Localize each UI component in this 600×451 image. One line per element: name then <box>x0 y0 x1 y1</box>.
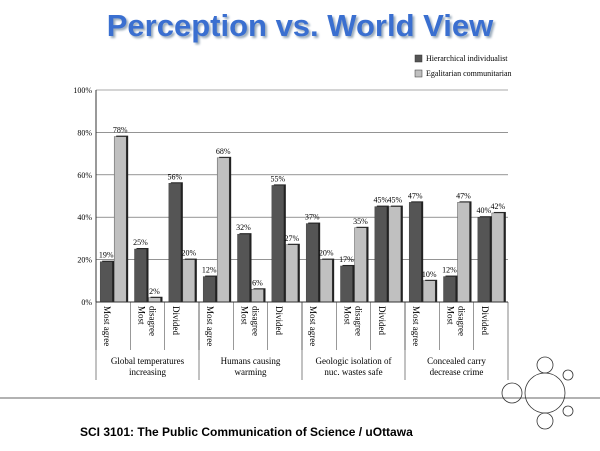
value-label: 40% <box>476 206 491 215</box>
bar <box>182 259 196 303</box>
group-label: Humans causing warming <box>220 356 281 377</box>
legend-swatch <box>414 69 423 78</box>
y-tick-label: 100% <box>73 86 92 95</box>
x-tick-label: Most agree <box>308 306 319 347</box>
y-tick-label: 20% <box>77 256 92 265</box>
value-label: 35% <box>353 217 368 226</box>
value-label: 19% <box>99 251 114 260</box>
bar <box>251 289 264 303</box>
group-label: Geologic isolation of nuc. wastes safe <box>315 356 392 377</box>
value-label: 17% <box>339 255 354 264</box>
x-tick-label: Most agree <box>411 306 422 347</box>
x-tick-label: Most agree <box>102 306 113 347</box>
value-label: 37% <box>305 213 320 222</box>
bar <box>148 297 161 303</box>
value-label: 10% <box>422 270 437 279</box>
x-tick-label: Divided <box>170 306 181 335</box>
y-tick-label: 80% <box>77 128 92 137</box>
value-label: 27% <box>284 234 299 243</box>
bar <box>271 185 285 303</box>
value-label: 47% <box>408 191 423 200</box>
value-label: 42% <box>490 202 505 211</box>
value-label: 45% <box>373 196 388 205</box>
value-label: 20% <box>319 249 334 258</box>
x-tick-label: Most disagree <box>136 306 158 336</box>
bar <box>113 136 127 303</box>
x-tick-label: Divided <box>273 306 284 335</box>
footer: SCI 3101: The Public Communication of Sc… <box>80 425 413 439</box>
chart-title: Perception vs. World View <box>106 8 494 43</box>
value-label: 2% <box>149 287 160 296</box>
value-label: 47% <box>456 191 471 200</box>
bar <box>134 248 147 303</box>
bar <box>477 216 491 303</box>
bar <box>388 206 402 303</box>
value-label: 6% <box>252 278 263 287</box>
value-label: 45% <box>387 196 402 205</box>
bar <box>443 276 456 303</box>
bar <box>168 183 182 303</box>
value-label: 32% <box>236 223 251 232</box>
y-tick-label: 0% <box>81 298 92 307</box>
bar <box>408 202 422 303</box>
bar <box>491 212 505 303</box>
bar <box>422 280 436 303</box>
y-tick-label: 40% <box>77 213 92 222</box>
x-tick-label: Divided <box>479 306 490 335</box>
x-tick-label: Divided <box>376 306 387 335</box>
bar <box>319 259 333 303</box>
group-label: Concealed carry decrease crime <box>427 356 486 377</box>
x-tick-label: Most agree <box>205 306 216 347</box>
fractal-decor <box>501 356 574 430</box>
legend-label: Hierarchical individualist <box>426 54 508 63</box>
value-label: 25% <box>133 238 148 247</box>
x-tick-label: Most disagree <box>239 306 261 336</box>
value-label: 56% <box>167 172 182 181</box>
bar <box>99 261 113 303</box>
x-tick-label: Most disagree <box>342 306 364 336</box>
value-label: 68% <box>216 147 231 156</box>
value-label: 12% <box>442 266 457 275</box>
bar <box>305 223 319 303</box>
x-tick-label: Most disagree <box>445 306 467 336</box>
value-label: 20% <box>181 249 196 258</box>
bar <box>374 206 388 303</box>
bar <box>216 157 230 303</box>
y-tick-label: 60% <box>77 171 92 180</box>
value-label: 12% <box>202 266 217 275</box>
value-label: 78% <box>113 126 128 135</box>
bar <box>285 244 299 303</box>
bar <box>202 276 216 303</box>
bar <box>237 233 250 303</box>
bar <box>457 202 470 303</box>
bar <box>340 265 353 303</box>
legend-label: Egalitarian communitarian <box>426 69 512 78</box>
value-label: 55% <box>270 174 285 183</box>
bar <box>354 227 367 303</box>
legend-swatch <box>414 54 423 63</box>
group-label: Global temperatures increasing <box>110 356 185 377</box>
